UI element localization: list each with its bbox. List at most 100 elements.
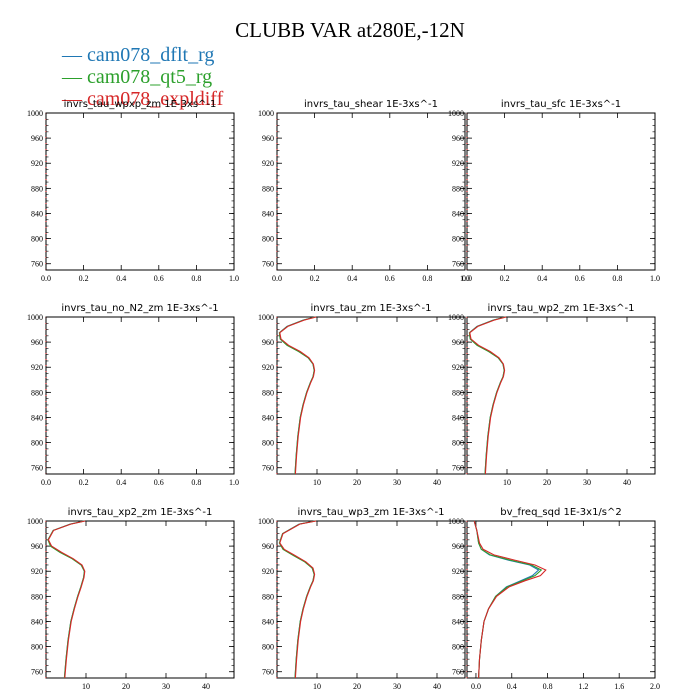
- y-tick-label: 800: [31, 643, 43, 652]
- x-tick-label: 0.4: [537, 274, 547, 283]
- panel-6: invrs_tau_wp2_zm 1E-3xs^-1 760 800 840 880 92…: [448, 303, 656, 487]
- x-tick-label: 1.2: [578, 682, 588, 691]
- series-line-3: [473, 520, 547, 679]
- panel-frame: [276, 112, 466, 271]
- x-tick-label: 0.0: [462, 274, 472, 283]
- y-tick-label: 1000: [448, 517, 464, 526]
- y-tick-label: 1000: [258, 517, 274, 526]
- panel-title: invrs_tau_wpxp_zm 1E-3xs^-1: [64, 99, 217, 110]
- panel-4: invrs_tau_no_N2_zm 1E-3xs^-1 760 800 840 880…: [27, 303, 239, 487]
- panel-title: invrs_tau_sfc 1E-3xs^-1: [501, 99, 621, 110]
- y-tick-label: 1000: [258, 109, 274, 118]
- x-tick-label: 0.8: [422, 274, 432, 283]
- x-tick-label: 40: [433, 478, 441, 487]
- x-tick-label: 0.0: [41, 478, 51, 487]
- y-tick-label: 840: [31, 209, 43, 218]
- y-tick-label: 880: [452, 388, 464, 397]
- x-tick-label: 40: [623, 478, 631, 487]
- y-tick-label: 960: [262, 542, 274, 551]
- y-tick-label: 760: [452, 260, 464, 269]
- y-tick-label: 840: [452, 413, 464, 422]
- x-tick-label: 20: [353, 478, 361, 487]
- series-line-3: [47, 520, 86, 679]
- y-tick-label: 880: [31, 388, 43, 397]
- legend-entry-1: — cam078_dflt_rg: [62, 44, 214, 67]
- y-tick-label: 760: [31, 260, 43, 269]
- x-tick-label: 30: [393, 682, 401, 691]
- panel-title: invrs_tau_no_N2_zm 1E-3xs^-1: [61, 303, 218, 314]
- y-tick-label: 840: [31, 617, 43, 626]
- y-tick-label: 760: [452, 464, 464, 473]
- x-tick-label: 10: [313, 478, 321, 487]
- panel-frame: [45, 520, 235, 679]
- y-tick-label: 760: [31, 668, 43, 677]
- y-tick-label: 960: [262, 338, 274, 347]
- series-line-3: [279, 316, 317, 475]
- panel-7: invrs_tau_xp2_zm 1E-3xs^-1 760 800 840 880 92…: [27, 507, 235, 691]
- y-tick-label: 840: [31, 413, 43, 422]
- x-tick-label: 1.0: [229, 478, 239, 487]
- x-tick-label: 40: [433, 682, 441, 691]
- panel-frame: [466, 112, 656, 271]
- y-tick-label: 880: [452, 184, 464, 193]
- y-tick-label: 920: [452, 159, 464, 168]
- panel-title: invrs_tau_shear 1E-3xs^-1: [304, 99, 438, 110]
- x-tick-label: 30: [162, 682, 170, 691]
- x-tick-label: 0.6: [385, 274, 395, 283]
- x-tick-label: 0.2: [79, 274, 89, 283]
- y-tick-label: 840: [452, 209, 464, 218]
- y-tick-label: 920: [452, 567, 464, 576]
- x-tick-label: 20: [353, 682, 361, 691]
- x-tick-label: 0.0: [471, 682, 481, 691]
- y-tick-label: 920: [262, 567, 274, 576]
- x-tick-label: 0.0: [272, 274, 282, 283]
- x-tick-label: 0.2: [79, 478, 89, 487]
- y-tick-label: 960: [452, 134, 464, 143]
- x-tick-label: 20: [122, 682, 130, 691]
- y-tick-label: 800: [452, 643, 464, 652]
- panel-frame: [45, 316, 235, 475]
- y-tick-label: 880: [31, 184, 43, 193]
- panel-8: invrs_tau_wp3_zm 1E-3xs^-1 760 800 840 880 92…: [258, 507, 466, 691]
- y-tick-label: 1000: [27, 313, 43, 322]
- x-tick-label: 0.8: [543, 682, 553, 691]
- y-tick-label: 760: [262, 668, 274, 677]
- y-tick-label: 1000: [448, 109, 464, 118]
- x-tick-label: 10: [313, 682, 321, 691]
- y-tick-label: 920: [452, 363, 464, 372]
- y-tick-label: 800: [31, 439, 43, 448]
- series-line-2: [473, 520, 543, 679]
- x-tick-label: 1.0: [460, 274, 470, 283]
- y-tick-label: 800: [262, 439, 274, 448]
- y-tick-label: 920: [262, 363, 274, 372]
- panel-title: invrs_tau_wp2_zm 1E-3xs^-1: [488, 303, 635, 314]
- x-tick-label: 0.6: [575, 274, 585, 283]
- x-tick-label: 0.8: [191, 274, 201, 283]
- x-tick-label: 0.2: [310, 274, 320, 283]
- y-tick-label: 760: [452, 668, 464, 677]
- y-tick-label: 880: [452, 592, 464, 601]
- y-tick-label: 960: [452, 542, 464, 551]
- y-tick-label: 840: [262, 209, 274, 218]
- x-tick-label: 0.0: [41, 274, 51, 283]
- x-tick-label: 40: [202, 682, 210, 691]
- y-tick-label: 800: [452, 439, 464, 448]
- legend-label-2: cam078_qt5_rg: [87, 66, 213, 88]
- x-tick-label: 20: [543, 478, 551, 487]
- x-tick-label: 0.6: [154, 274, 164, 283]
- panel-title: bv_freq_sqd 1E-3x1/s^2: [500, 507, 622, 518]
- x-tick-label: 0.4: [116, 478, 126, 487]
- panel-title: invrs_tau_xp2_zm 1E-3xs^-1: [68, 507, 213, 518]
- y-tick-label: 960: [452, 338, 464, 347]
- panel-1: invrs_tau_wpxp_zm 1E-3xs^-1 760 800 840 880 9…: [27, 99, 239, 283]
- x-tick-label: 0.8: [191, 478, 201, 487]
- x-tick-label: 2.0: [650, 682, 660, 691]
- y-tick-label: 800: [452, 235, 464, 244]
- y-tick-label: 800: [31, 235, 43, 244]
- series-line-1: [473, 520, 540, 679]
- y-tick-label: 920: [262, 159, 274, 168]
- x-tick-label: 0.4: [507, 682, 517, 691]
- x-tick-label: 0.6: [154, 478, 164, 487]
- y-tick-label: 960: [262, 134, 274, 143]
